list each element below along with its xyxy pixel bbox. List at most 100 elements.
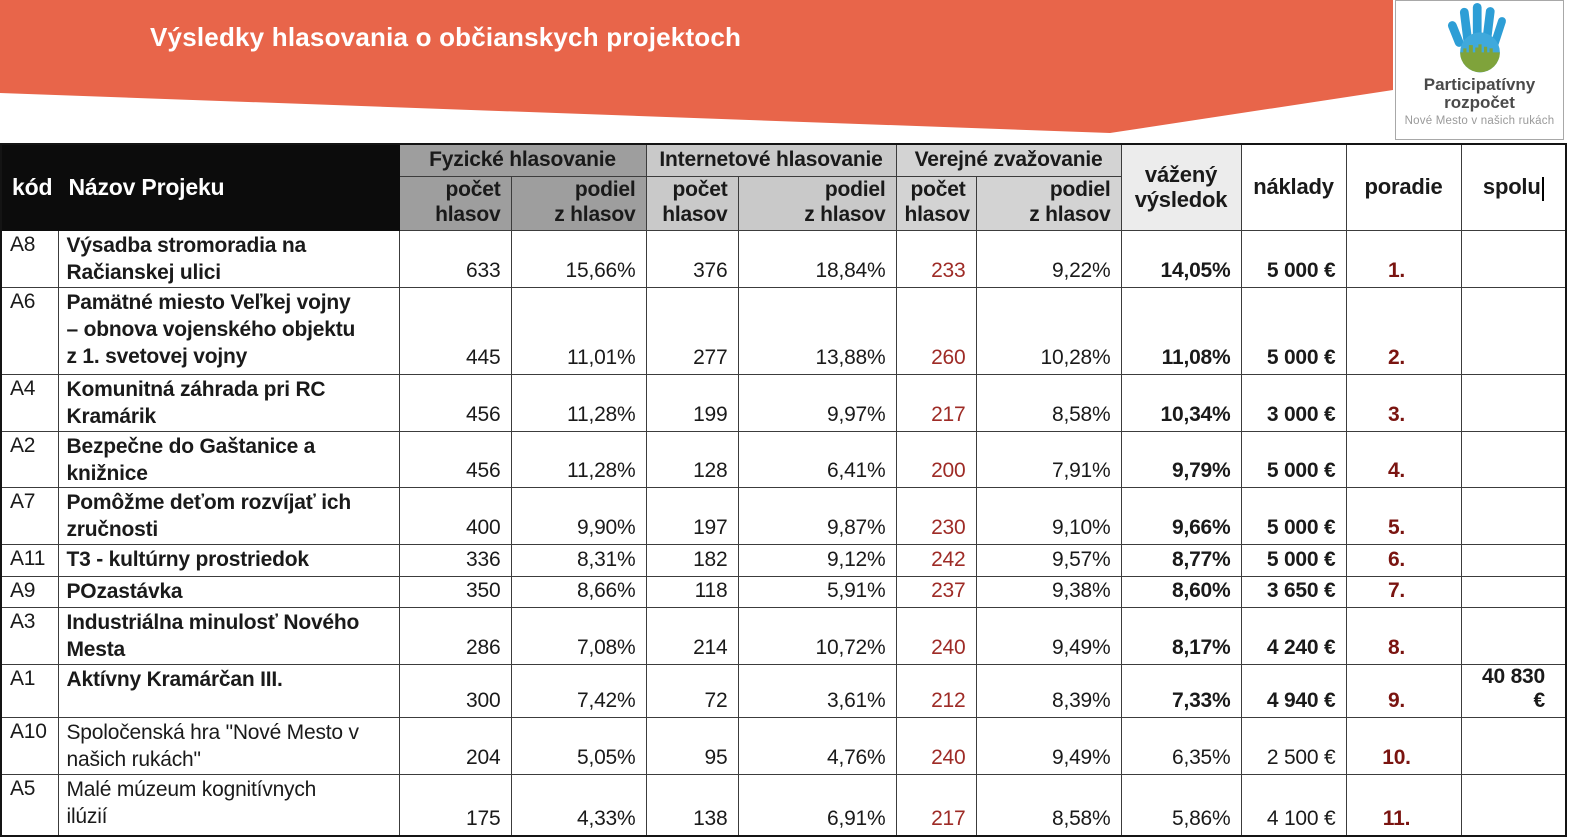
internet-votes-cell[interactable]: 138 xyxy=(645,773,739,837)
header-internet-vote-count[interactable]: počet hlasov xyxy=(645,175,739,231)
public-share-cell[interactable]: 9,38% xyxy=(975,576,1122,609)
code-cell[interactable]: A11 xyxy=(0,544,59,578)
total-cell[interactable]: 40 830 € xyxy=(1460,663,1567,718)
public-share-cell[interactable]: 8,58% xyxy=(975,373,1122,432)
internet-votes-cell[interactable]: 72 xyxy=(645,663,739,718)
internet-votes-cell[interactable]: 197 xyxy=(645,487,739,546)
physical-share-cell[interactable]: 4,33% xyxy=(510,773,647,837)
total-cell[interactable] xyxy=(1460,430,1567,489)
costs-cell[interactable]: 3 650 € xyxy=(1240,576,1347,609)
internet-share-cell[interactable]: 10,72% xyxy=(737,607,897,665)
rank-cell[interactable]: 5. xyxy=(1345,487,1462,546)
rank-cell[interactable]: 11. xyxy=(1345,773,1462,837)
header-total[interactable]: spolu xyxy=(1460,143,1567,231)
internet-votes-cell[interactable]: 214 xyxy=(645,607,739,665)
costs-cell[interactable]: 5 000 € xyxy=(1240,229,1347,288)
weighted-result-cell[interactable]: 6,35% xyxy=(1120,716,1242,775)
physical-share-cell[interactable]: 7,08% xyxy=(510,607,647,665)
internet-votes-cell[interactable]: 199 xyxy=(645,373,739,432)
physical-share-cell[interactable]: 5,05% xyxy=(510,716,647,775)
costs-cell[interactable]: 4 240 € xyxy=(1240,607,1347,665)
project-name-cell[interactable]: Pomôžme deťom rozvíjať ich zručnosti xyxy=(57,487,400,546)
weighted-result-cell[interactable]: 8,77% xyxy=(1120,544,1242,578)
internet-share-cell[interactable]: 18,84% xyxy=(737,229,897,288)
public-share-cell[interactable]: 9,57% xyxy=(975,544,1122,578)
physical-votes-cell[interactable]: 300 xyxy=(398,663,512,718)
internet-votes-cell[interactable]: 95 xyxy=(645,716,739,775)
internet-share-cell[interactable]: 9,87% xyxy=(737,487,897,546)
header-rank[interactable]: poradie xyxy=(1345,143,1462,231)
weighted-result-cell[interactable]: 8,17% xyxy=(1120,607,1242,665)
code-cell[interactable]: A3 xyxy=(0,607,59,665)
rank-cell[interactable]: 8. xyxy=(1345,607,1462,665)
costs-cell[interactable]: 2 500 € xyxy=(1240,716,1347,775)
costs-cell[interactable]: 5 000 € xyxy=(1240,286,1347,375)
header-physical-vote-count[interactable]: počet hlasov xyxy=(398,175,512,231)
weighted-result-cell[interactable]: 9,66% xyxy=(1120,487,1242,546)
public-share-cell[interactable]: 9,49% xyxy=(975,607,1122,665)
project-name-cell[interactable]: Aktívny Kramárčan III. xyxy=(57,663,400,718)
project-name-cell[interactable]: Výsadba stromoradia na Račianskej ulici xyxy=(57,229,400,288)
physical-share-cell[interactable]: 11,28% xyxy=(510,430,647,489)
total-cell[interactable] xyxy=(1460,487,1567,546)
weighted-result-cell[interactable]: 11,08% xyxy=(1120,286,1242,375)
costs-cell[interactable]: 4 100 € xyxy=(1240,773,1347,837)
rank-cell[interactable]: 6. xyxy=(1345,544,1462,578)
project-name-cell[interactable]: Spoločenská hra "Nové Mesto v našich ruk… xyxy=(57,716,400,775)
public-votes-cell[interactable]: 212 xyxy=(895,663,977,718)
project-name-cell[interactable]: Malé múzeum kognitívnych ilúzií xyxy=(57,773,400,837)
physical-votes-cell[interactable]: 400 xyxy=(398,487,512,546)
code-cell[interactable]: A6 xyxy=(0,286,59,375)
internet-share-cell[interactable]: 6,91% xyxy=(737,773,897,837)
header-costs[interactable]: náklady xyxy=(1240,143,1347,231)
costs-cell[interactable]: 5 000 € xyxy=(1240,430,1347,489)
physical-share-cell[interactable]: 9,90% xyxy=(510,487,647,546)
physical-votes-cell[interactable]: 204 xyxy=(398,716,512,775)
weighted-result-cell[interactable]: 9,79% xyxy=(1120,430,1242,489)
public-votes-cell[interactable]: 230 xyxy=(895,487,977,546)
header-group-internet-voting[interactable]: Internetové hlasovanie xyxy=(645,143,897,177)
internet-share-cell[interactable]: 3,61% xyxy=(737,663,897,718)
physical-votes-cell[interactable]: 350 xyxy=(398,576,512,609)
header-code[interactable]: kód xyxy=(0,143,59,231)
costs-cell[interactable]: 5 000 € xyxy=(1240,544,1347,578)
public-share-cell[interactable]: 9,10% xyxy=(975,487,1122,546)
public-votes-cell[interactable]: 240 xyxy=(895,607,977,665)
physical-share-cell[interactable]: 15,66% xyxy=(510,229,647,288)
header-public-vote-count[interactable]: počet hlasov xyxy=(895,175,977,231)
project-name-cell[interactable]: Komunitná záhrada pri RC Kramárik xyxy=(57,373,400,432)
total-cell[interactable] xyxy=(1460,286,1567,375)
physical-votes-cell[interactable]: 445 xyxy=(398,286,512,375)
code-cell[interactable]: A10 xyxy=(0,716,59,775)
code-cell[interactable]: A1 xyxy=(0,663,59,718)
public-votes-cell[interactable]: 200 xyxy=(895,430,977,489)
weighted-result-cell[interactable]: 8,60% xyxy=(1120,576,1242,609)
header-project-name[interactable]: Názov Projeku xyxy=(57,143,400,231)
public-share-cell[interactable]: 10,28% xyxy=(975,286,1122,375)
code-cell[interactable]: A4 xyxy=(0,373,59,432)
physical-share-cell[interactable]: 7,42% xyxy=(510,663,647,718)
header-internet-vote-share[interactable]: podiel z hlasov xyxy=(737,175,897,231)
public-votes-cell[interactable]: 260 xyxy=(895,286,977,375)
internet-votes-cell[interactable]: 118 xyxy=(645,576,739,609)
total-cell[interactable] xyxy=(1460,544,1567,578)
physical-share-cell[interactable]: 8,31% xyxy=(510,544,647,578)
project-name-cell[interactable]: Industriálna minulosť Nového Mesta xyxy=(57,607,400,665)
physical-share-cell[interactable]: 11,28% xyxy=(510,373,647,432)
internet-share-cell[interactable]: 4,76% xyxy=(737,716,897,775)
total-cell[interactable] xyxy=(1460,576,1567,609)
weighted-result-cell[interactable]: 7,33% xyxy=(1120,663,1242,718)
internet-share-cell[interactable]: 9,97% xyxy=(737,373,897,432)
project-name-cell[interactable]: POzastávka xyxy=(57,576,400,609)
project-name-cell[interactable]: Bezpečne do Gaštanice a knižnice xyxy=(57,430,400,489)
total-cell[interactable] xyxy=(1460,607,1567,665)
physical-votes-cell[interactable]: 336 xyxy=(398,544,512,578)
internet-votes-cell[interactable]: 376 xyxy=(645,229,739,288)
public-votes-cell[interactable]: 233 xyxy=(895,229,977,288)
physical-votes-cell[interactable]: 286 xyxy=(398,607,512,665)
header-group-public-deliberation[interactable]: Verejné zvažovanie xyxy=(895,143,1122,177)
rank-cell[interactable]: 1. xyxy=(1345,229,1462,288)
total-cell[interactable] xyxy=(1460,716,1567,775)
public-votes-cell[interactable]: 217 xyxy=(895,373,977,432)
code-cell[interactable]: A5 xyxy=(0,773,59,837)
